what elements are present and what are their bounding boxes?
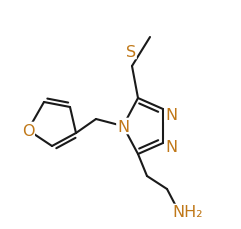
Text: N: N — [165, 107, 177, 122]
Text: S: S — [126, 44, 136, 59]
Text: O: O — [22, 123, 34, 138]
Text: N: N — [165, 140, 177, 155]
Text: N: N — [117, 119, 129, 134]
Text: NH₂: NH₂ — [173, 204, 203, 220]
